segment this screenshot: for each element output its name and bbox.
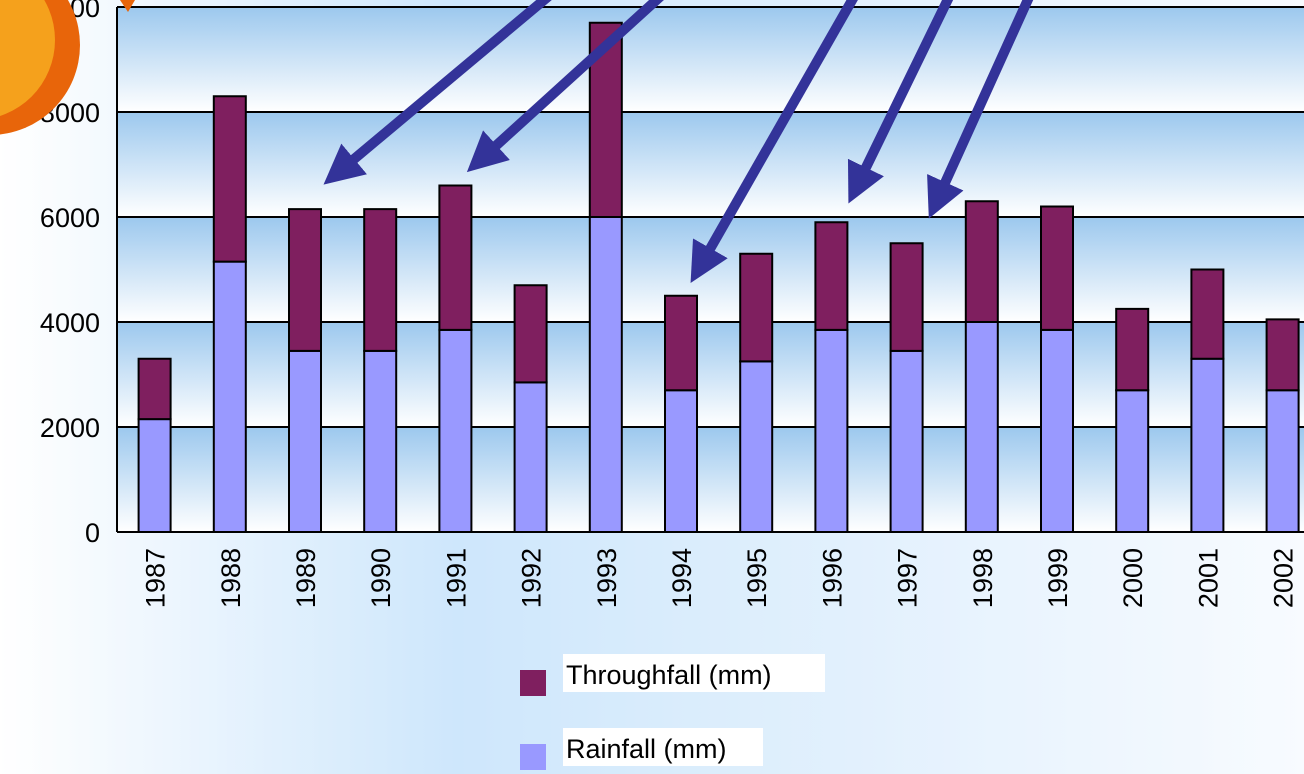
bar-segment [212,95,247,263]
legend-label-box [563,728,763,766]
bar-segment [513,381,548,533]
y-tick-label: 0 [85,518,100,548]
bar-segment [363,349,398,533]
bar-segment [889,242,924,352]
x-tick-label: 1995 [742,548,772,608]
arrow [690,0,858,284]
bar-segment [964,321,999,533]
bar-segment [964,200,999,323]
bar-segment [814,328,849,533]
bar-segment [1115,389,1150,533]
bar-segment [288,208,322,352]
bar-segment [1040,328,1074,533]
y-tick-label: 6000 [40,203,100,233]
arrow [847,0,954,204]
bar-segment [1190,357,1225,533]
bar-segment [288,349,322,533]
x-tick-label: 1988 [216,548,246,608]
bar-segment [513,284,548,384]
x-tick-label: 1987 [141,548,171,608]
x-tick-label: 1989 [291,548,321,608]
arrow [927,0,1034,219]
bar-segment [363,208,398,352]
x-tick-label: 1997 [893,548,923,608]
legend-swatch [520,670,546,696]
bar-segment [438,184,473,331]
legend-label: Rainfall (mm) [566,734,727,764]
x-tick-label: 1991 [441,548,471,608]
bar-segment [137,418,172,533]
bar-segment [889,349,924,533]
arrow [323,0,552,185]
arrows [323,0,1034,284]
x-tick-label: 1993 [592,548,622,608]
arrow [466,0,664,173]
x-tick-label: 1992 [517,548,547,608]
bar-segment [1115,307,1150,392]
bar-segment [739,360,774,533]
x-tick-label: 2002 [1269,548,1299,608]
x-tick-label: 1999 [1043,548,1073,608]
bar-segment [1190,268,1225,360]
legend-label-box [563,654,825,692]
bar-segment [739,252,774,363]
bar-segment [1265,389,1300,533]
bar-segment [814,221,849,331]
bar-segment [438,328,473,533]
x-tick-label: 2001 [1193,548,1223,608]
plot-area: 0200040006000800010000198719881989199019… [25,0,1304,608]
x-tick-label: 1996 [817,548,847,608]
x-tick-label: 1998 [968,548,998,608]
bar-segment [664,389,698,533]
x-tick-label: 2000 [1118,548,1148,608]
bar-segment [664,294,698,392]
bar-segment [212,260,247,533]
x-tick-label: 1994 [667,548,697,608]
legend-label: Throughfall (mm) [566,660,772,690]
logo [0,0,135,135]
bar-segment [1265,318,1300,392]
plot-band [117,112,1304,217]
plot-band [117,7,1304,112]
bar-segment [588,216,623,533]
y-tick-label: 2000 [40,413,100,443]
bar-segment [137,357,172,421]
legend-swatch [520,744,546,770]
y-tick-label: 4000 [40,308,100,338]
bar-segment [1040,205,1074,331]
x-tick-label: 1990 [366,548,396,608]
